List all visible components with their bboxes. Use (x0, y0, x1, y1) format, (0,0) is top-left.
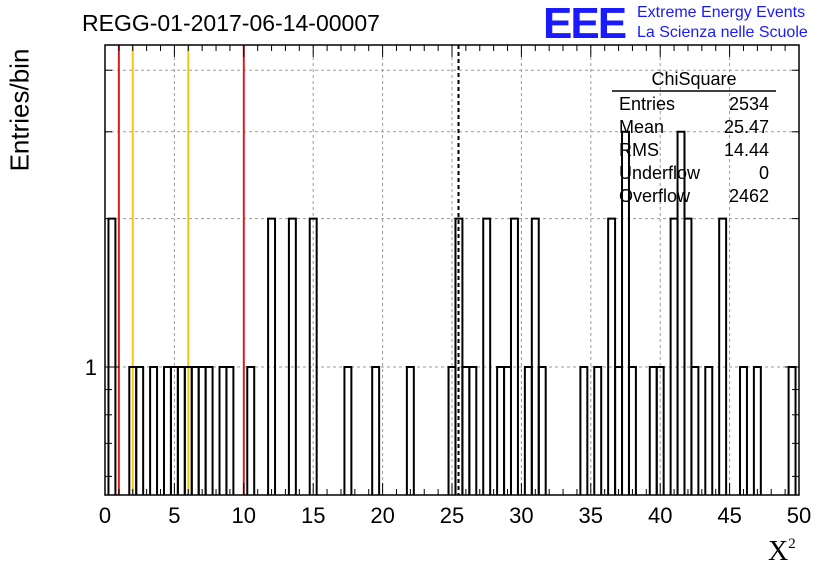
histogram-bin (593, 366, 603, 495)
histogram-bin (614, 366, 624, 495)
histogram-bin (607, 217, 617, 495)
x-axis-label: X2 (768, 536, 796, 568)
x-tick-label: 0 (99, 503, 111, 528)
x-tick-label: 40 (648, 503, 672, 528)
histogram-bin (190, 366, 200, 495)
x-axis-label-sup: 2 (788, 536, 796, 552)
stats-label: Overflow (619, 186, 691, 206)
x-tick-label: 45 (717, 503, 741, 528)
histogram-bin (537, 366, 547, 495)
histogram-bin (107, 217, 117, 495)
histogram-bin (343, 366, 353, 495)
histogram-bin (579, 366, 589, 495)
histogram-bin (627, 366, 637, 495)
stats-value: 25.47 (724, 117, 769, 137)
stats-box: ChiSquare Entries 2534 Mean 25.47 RMS 14.44 Und… (612, 69, 776, 206)
histogram-bin (655, 366, 665, 495)
x-tick-label: 10 (232, 503, 256, 528)
histogram-bin (149, 366, 159, 495)
histogram-bin (752, 366, 762, 495)
histogram-bin (197, 366, 207, 495)
histogram-bin (371, 366, 381, 495)
histogram-bin (468, 366, 478, 495)
histogram-bin (482, 217, 492, 495)
histogram-bin (218, 366, 228, 495)
marker-lines (117, 45, 460, 495)
y-tick-label: 1 (85, 355, 97, 380)
histogram-bin (530, 217, 540, 495)
x-axis-label-base: X (768, 536, 789, 567)
x-tick-label: 30 (509, 503, 533, 528)
stats-title: ChiSquare (651, 69, 736, 89)
histogram-bin (225, 366, 235, 495)
stats-label: Entries (619, 94, 675, 114)
histogram-bin (718, 217, 728, 495)
histogram-bin (503, 366, 512, 495)
histogram-bin (496, 366, 506, 495)
histogram-bin (787, 366, 797, 495)
histogram-bin (135, 366, 145, 495)
histogram-bin (461, 366, 471, 495)
histogram-bin (704, 366, 714, 495)
histogram-bin (204, 366, 214, 495)
axis-ticks: 0 5 10 15 20 25 30 35 40 45 50 1 (85, 45, 811, 528)
x-tick-label: 20 (370, 503, 394, 528)
histogram-bin (308, 217, 318, 495)
histogram-bin (509, 217, 519, 495)
histogram-bin (523, 366, 533, 495)
stats-label: RMS (619, 140, 659, 160)
x-tick-label: 5 (168, 503, 180, 528)
chart-title: REGG-01-2017-06-14-00007 (82, 10, 380, 36)
logo-caption: Extreme Energy Events La Scienza nelle S… (637, 3, 808, 43)
histogram-bins (107, 130, 797, 495)
stats-value: 2534 (729, 94, 769, 114)
histogram-bin (287, 217, 297, 495)
eee-logo: EEE (543, 0, 627, 48)
histogram-bin (176, 366, 186, 495)
histogram-bin (690, 366, 700, 495)
histogram-bin (683, 217, 693, 495)
x-tick-label: 15 (301, 503, 325, 528)
stats-value: 0 (759, 163, 769, 183)
stats-label: Underflow (619, 163, 701, 183)
histogram-bin (246, 366, 256, 495)
stats-value: 2462 (729, 186, 769, 206)
x-tick-label: 25 (440, 503, 464, 528)
x-tick-label: 35 (579, 503, 603, 528)
histogram-bin (267, 217, 277, 495)
histogram-bin (162, 366, 172, 495)
histogram-bin (669, 217, 679, 495)
grid (105, 45, 799, 495)
histogram-bin (648, 366, 658, 495)
logo-caption-line1: Extreme Energy Events (637, 4, 806, 21)
histogram-bin (454, 217, 464, 495)
stats-label: Mean (619, 117, 664, 137)
histogram-bin (405, 366, 415, 495)
stats-value: 14.44 (724, 140, 769, 160)
histogram-bin (621, 130, 630, 495)
logo-caption-line2: La Scienza nelle Scuole (637, 24, 808, 41)
x-tick-label: 50 (787, 503, 811, 528)
histogram-bin (739, 366, 748, 495)
